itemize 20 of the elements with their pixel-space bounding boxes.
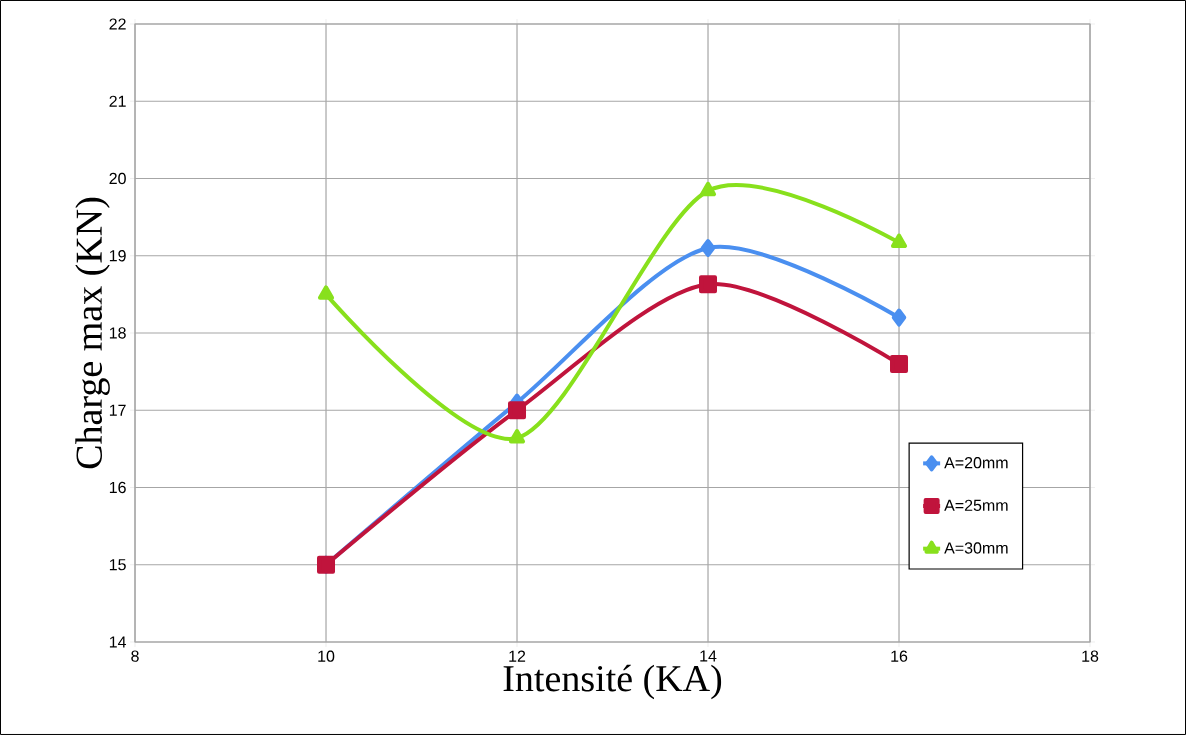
y-tick-label: 20 — [109, 172, 126, 185]
legend-label: A=30mm — [944, 542, 1008, 554]
y-tick-label: 19 — [109, 250, 126, 262]
y-axis-title: Charge max (KN) — [75, 197, 110, 469]
y-tick-label: 14 — [109, 636, 127, 648]
x-tick-label: 16 — [891, 650, 908, 662]
x-tick-label: 12 — [509, 650, 526, 662]
x-axis-title: Intensité (KA) — [503, 664, 722, 700]
x-tick-label: 18 — [1082, 650, 1099, 662]
legend-label: A=20mm — [944, 457, 1008, 469]
y-tick-label: 15 — [109, 559, 126, 571]
y-tick-label: 16 — [109, 481, 126, 494]
y-tick-label: 21 — [109, 95, 126, 107]
legend-label: A=25mm — [944, 499, 1008, 512]
y-tick-label: 17 — [109, 404, 126, 416]
x-tick-label: 8 — [131, 650, 139, 662]
x-tick-label: 14 — [700, 650, 717, 662]
x-tick-label: 10 — [318, 650, 335, 662]
y-tick-label: 22 — [109, 18, 126, 30]
y-tick-label: 18 — [109, 327, 126, 339]
